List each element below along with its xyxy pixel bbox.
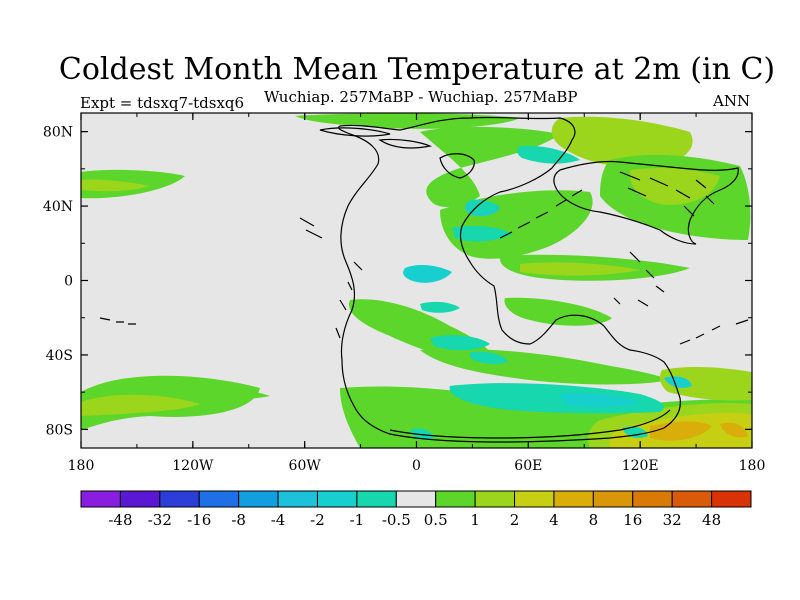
- x-tick-label: 120E: [622, 458, 659, 474]
- anomaly-patch: [81, 179, 150, 192]
- colorbar-swatch: [553, 490, 594, 508]
- x-tick-label: 120W: [172, 458, 214, 474]
- anomaly-patch: [560, 393, 640, 407]
- colorbar-label: 2: [510, 511, 520, 529]
- colorbar-swatch: [592, 490, 634, 508]
- anomaly-patch: [520, 262, 640, 276]
- northern-island-coastline: [439, 153, 475, 179]
- colorbar-label: 8: [589, 511, 599, 529]
- colorbar-label: 32: [663, 511, 682, 529]
- anomaly-patch: [470, 351, 508, 365]
- y-tick-label: 0: [64, 274, 73, 290]
- x-tick-label: 180: [739, 458, 766, 474]
- colorbar-swatch: [80, 490, 121, 508]
- colorbar-label: -2: [310, 511, 325, 529]
- y-axis: 80N 40N 0 40S 80S: [43, 125, 752, 438]
- anomaly-patch: [622, 426, 648, 438]
- eastern-island-chain: [613, 251, 665, 307]
- colorbar-label: 48: [702, 511, 721, 529]
- anomaly-patch: [452, 226, 512, 242]
- anomaly-patch: [295, 113, 520, 129]
- colorbar-label: 1: [470, 511, 480, 529]
- x-tick-label: 180: [68, 458, 95, 474]
- anomaly-patch: [200, 387, 270, 399]
- colorbar-label: -0.5: [382, 511, 411, 529]
- colorbar-swatch: [474, 490, 516, 508]
- southern-coastline: [389, 409, 671, 439]
- colorbar-label: -16: [187, 511, 211, 529]
- anomaly-patch: [504, 297, 612, 326]
- anomaly-patch: [720, 422, 748, 438]
- anomaly-fill: [81, 113, 752, 448]
- colorbar-swatch: [238, 490, 279, 508]
- colorbar-swatch: [159, 490, 200, 508]
- anomaly-patch: [664, 376, 692, 388]
- colorbar-label: 16: [623, 511, 642, 529]
- colorbar-label: -8: [231, 511, 246, 529]
- x-tick-label: 60W: [289, 458, 322, 474]
- eastern-island-chain: [499, 189, 583, 239]
- y-tick-label: 40N: [43, 199, 73, 215]
- colorbar-label: -32: [148, 511, 172, 529]
- colorbar-label: 0.5: [424, 511, 448, 529]
- colorbar-swatch: [119, 490, 161, 508]
- map-panel: [80, 112, 753, 449]
- colorbar-label: -48: [108, 511, 132, 529]
- supercontinent-coastline: [337, 116, 681, 443]
- western-island-chain: [99, 317, 136, 325]
- y-tick-label: 80S: [46, 422, 73, 438]
- northern-island-coastline: [378, 138, 433, 149]
- colorbar-swatch: [711, 490, 752, 508]
- colorbar-swatch: [514, 490, 555, 508]
- colorbar-swatch: [356, 490, 397, 508]
- colorbar-swatch: [632, 490, 673, 508]
- experiment-label: Expt = tdsxq7-tdsxq6: [80, 94, 245, 112]
- northeast-coastline: [553, 160, 739, 245]
- y-tick-label: 80N: [43, 125, 73, 141]
- chart-title: Coldest Month Mean Temperature at 2m (in…: [58, 52, 776, 87]
- northern-island-coastline: [319, 127, 391, 137]
- colorbar-swatch: [316, 490, 358, 508]
- anomaly-patch: [551, 116, 693, 167]
- anomaly-patch: [660, 366, 752, 401]
- anomaly-patch: [420, 301, 460, 313]
- anomaly-patch: [470, 199, 496, 213]
- colorbar-swatch: [277, 490, 318, 508]
- eastern-island-chain: [619, 171, 715, 217]
- colorbar-label: 4: [549, 511, 559, 529]
- western-island-chain: [299, 217, 363, 339]
- x-tick-label: 60E: [514, 458, 542, 474]
- colorbar-label: -1: [350, 511, 365, 529]
- anomaly-patch: [81, 394, 200, 416]
- y-tick-label: 40S: [46, 348, 73, 364]
- anomaly-patch: [430, 335, 490, 351]
- colorbar-swatch: [671, 490, 713, 508]
- coastlines: [99, 116, 749, 443]
- colorbar-label: -4: [271, 511, 286, 529]
- x-tick-label: 0: [412, 458, 421, 474]
- colorbar-swatch: [435, 490, 476, 508]
- anomaly-patch: [403, 265, 452, 283]
- anomaly-patch: [517, 145, 580, 164]
- eastern-island-chain: [679, 319, 749, 345]
- x-axis: 180 120W 60W 0 60E 120E 180: [68, 113, 766, 474]
- season-label: ANN: [713, 92, 751, 110]
- colorbar-swatch: [395, 490, 437, 508]
- chart-subtitle: Wuchiap. 257MaBP - Wuchiap. 257MaBP: [264, 88, 578, 106]
- anomaly-patch: [629, 168, 720, 205]
- colorbar: -48 -32 -16 -8 -4 -2 -1 -0.5 0.5 1 2 4 8 16 32 48: [80, 490, 752, 529]
- colorbar-swatch: [198, 490, 240, 508]
